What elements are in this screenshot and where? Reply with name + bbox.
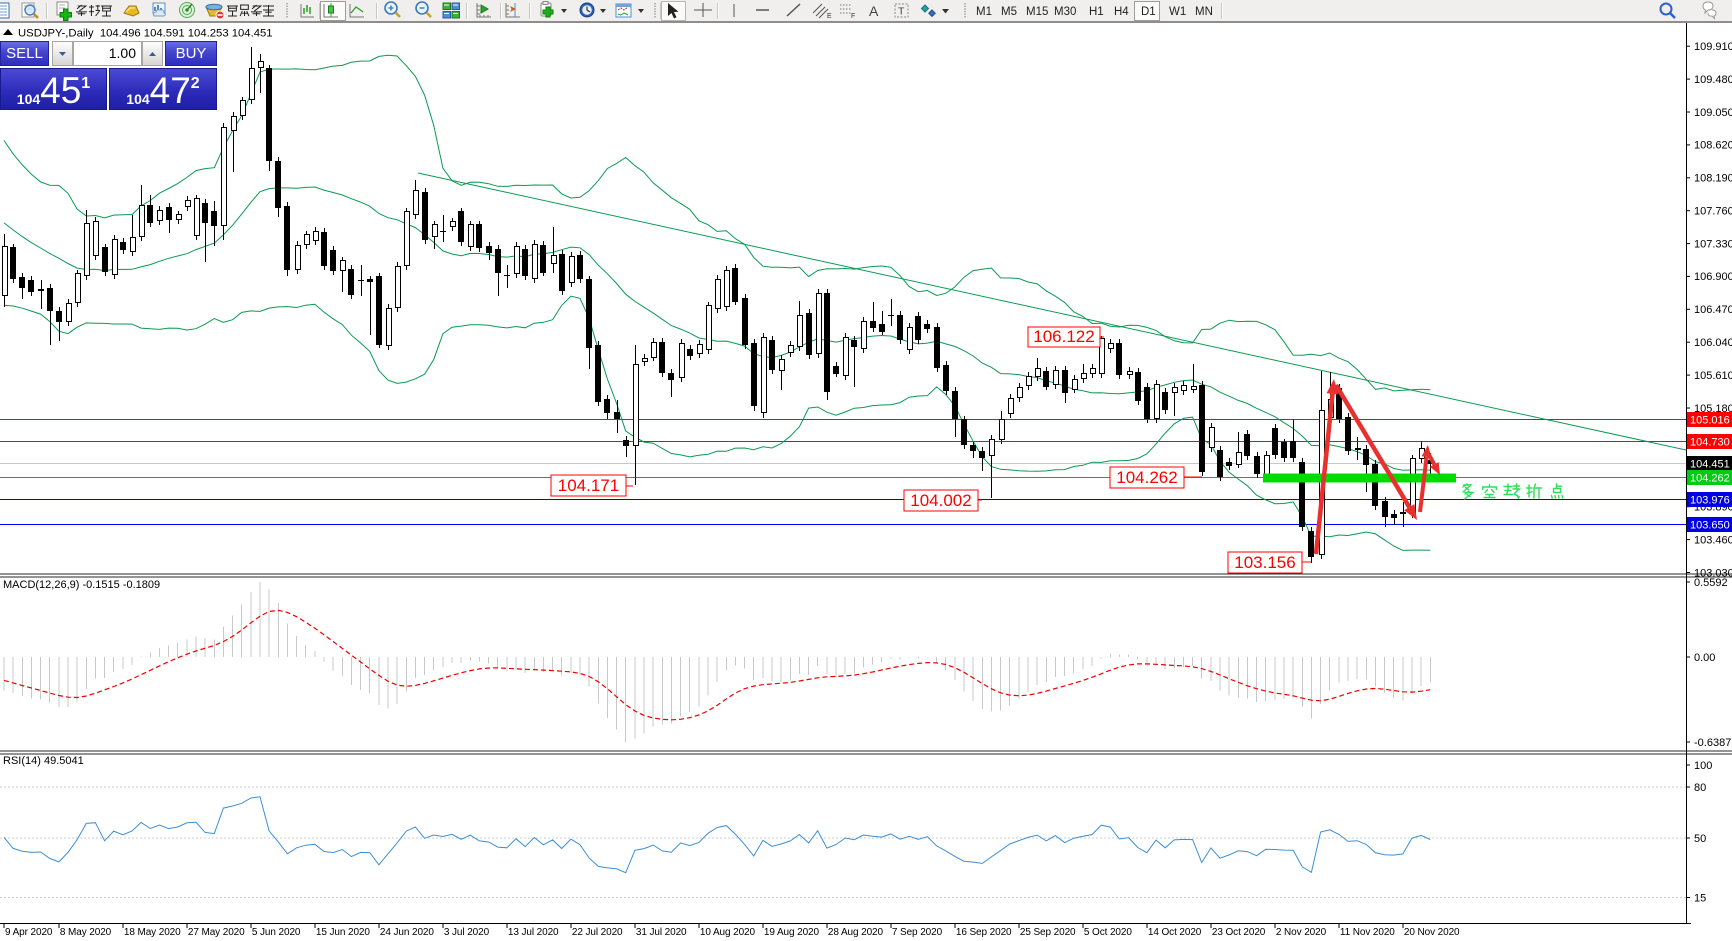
svg-text:25 Sep 2020: 25 Sep 2020	[1020, 927, 1076, 938]
svg-text:14 Oct 2020: 14 Oct 2020	[1148, 927, 1202, 938]
svg-text:M15: M15	[1026, 6, 1048, 18]
svg-text:F: F	[851, 13, 855, 20]
svg-text:31 Jul 2020: 31 Jul 2020	[636, 927, 687, 938]
svg-text:100: 100	[1694, 760, 1712, 772]
svg-text:M30: M30	[1054, 6, 1076, 18]
svg-text:107.760: 107.760	[1694, 206, 1732, 218]
svg-text:11 Nov 2020: 11 Nov 2020	[1340, 927, 1395, 938]
svg-text:16 Sep 2020: 16 Sep 2020	[956, 927, 1012, 938]
svg-text:MACD(12,26,9) -0.1515 -0.1809: MACD(12,26,9) -0.1515 -0.1809	[3, 579, 160, 591]
svg-text:M1: M1	[976, 6, 992, 18]
svg-text:103.030: 103.030	[1694, 567, 1732, 579]
svg-text:109.050: 109.050	[1694, 107, 1732, 119]
svg-text:105.180: 105.180	[1694, 403, 1732, 415]
svg-text:106.470: 106.470	[1694, 304, 1732, 316]
svg-text:D1: D1	[1141, 6, 1156, 18]
svg-text:106.900: 106.900	[1694, 271, 1732, 283]
svg-text:22 Jul 2020: 22 Jul 2020	[572, 927, 623, 938]
svg-text:109.480: 109.480	[1694, 74, 1732, 86]
svg-text:8 May 2020: 8 May 2020	[60, 927, 112, 938]
svg-text:106.122: 106.122	[1033, 327, 1094, 346]
svg-text:103.650: 103.650	[1690, 520, 1730, 532]
svg-text:80: 80	[1694, 782, 1706, 794]
svg-text:9 Apr 2020: 9 Apr 2020	[5, 927, 53, 938]
svg-text:5 Oct 2020: 5 Oct 2020	[1084, 927, 1132, 938]
svg-text:USDJPY-,Daily 104.496 104.591: USDJPY-,Daily 104.496 104.591 104.253 10…	[18, 28, 273, 40]
svg-text:103.460: 103.460	[1694, 534, 1732, 546]
svg-text:T: T	[898, 6, 905, 18]
svg-text:RSI(14) 49.5041: RSI(14) 49.5041	[3, 755, 84, 767]
svg-text:13 Jul 2020: 13 Jul 2020	[508, 927, 559, 938]
svg-text:20 Nov 2020: 20 Nov 2020	[1404, 927, 1460, 938]
svg-text:M5: M5	[1001, 6, 1017, 18]
svg-text:2 Nov 2020: 2 Nov 2020	[1276, 927, 1327, 938]
svg-text:104.002: 104.002	[910, 491, 971, 510]
svg-text:3 Jul 2020: 3 Jul 2020	[444, 927, 490, 938]
svg-text:0.5592: 0.5592	[1694, 577, 1728, 589]
svg-text:H1: H1	[1089, 6, 1104, 18]
svg-text:27 May 2020: 27 May 2020	[188, 927, 245, 938]
svg-text:5 Jun 2020: 5 Jun 2020	[252, 927, 301, 938]
svg-text:19 Aug 2020: 19 Aug 2020	[764, 927, 820, 938]
svg-text:W1: W1	[1169, 6, 1186, 18]
svg-text:A: A	[869, 3, 879, 19]
svg-text:23 Oct 2020: 23 Oct 2020	[1212, 927, 1266, 938]
svg-text:108.620: 108.620	[1694, 140, 1732, 152]
svg-text:-0.6387: -0.6387	[1694, 737, 1731, 749]
svg-text:103.976: 103.976	[1690, 495, 1730, 507]
svg-text:103.156: 103.156	[1234, 553, 1295, 572]
svg-text:7 Sep 2020: 7 Sep 2020	[892, 927, 943, 938]
svg-text:10 Aug 2020: 10 Aug 2020	[700, 927, 756, 938]
svg-text:104.171: 104.171	[558, 476, 619, 495]
svg-text:104.262: 104.262	[1690, 473, 1730, 485]
svg-text:104.730: 104.730	[1690, 437, 1730, 449]
svg-text:106.040: 106.040	[1694, 337, 1732, 349]
svg-text:105.016: 105.016	[1690, 415, 1730, 427]
svg-text:MN: MN	[1195, 6, 1213, 18]
svg-text:H4: H4	[1114, 6, 1129, 18]
svg-text:24 Jun 2020: 24 Jun 2020	[380, 927, 434, 938]
svg-text:104.262: 104.262	[1116, 468, 1177, 487]
svg-text:15 Jun 2020: 15 Jun 2020	[316, 927, 370, 938]
svg-text:107.330: 107.330	[1694, 238, 1732, 250]
svg-text:E: E	[827, 13, 832, 20]
svg-text:28 Aug 2020: 28 Aug 2020	[828, 927, 884, 938]
svg-text:15: 15	[1694, 892, 1706, 904]
svg-text:105.610: 105.610	[1694, 370, 1732, 382]
svg-text:18 May 2020: 18 May 2020	[124, 927, 181, 938]
svg-text:0.00: 0.00	[1694, 652, 1715, 664]
svg-text:50: 50	[1694, 833, 1706, 845]
svg-text:109.910: 109.910	[1694, 41, 1732, 53]
svg-text:108.190: 108.190	[1694, 173, 1732, 185]
svg-text:104.451: 104.451	[1690, 459, 1730, 471]
